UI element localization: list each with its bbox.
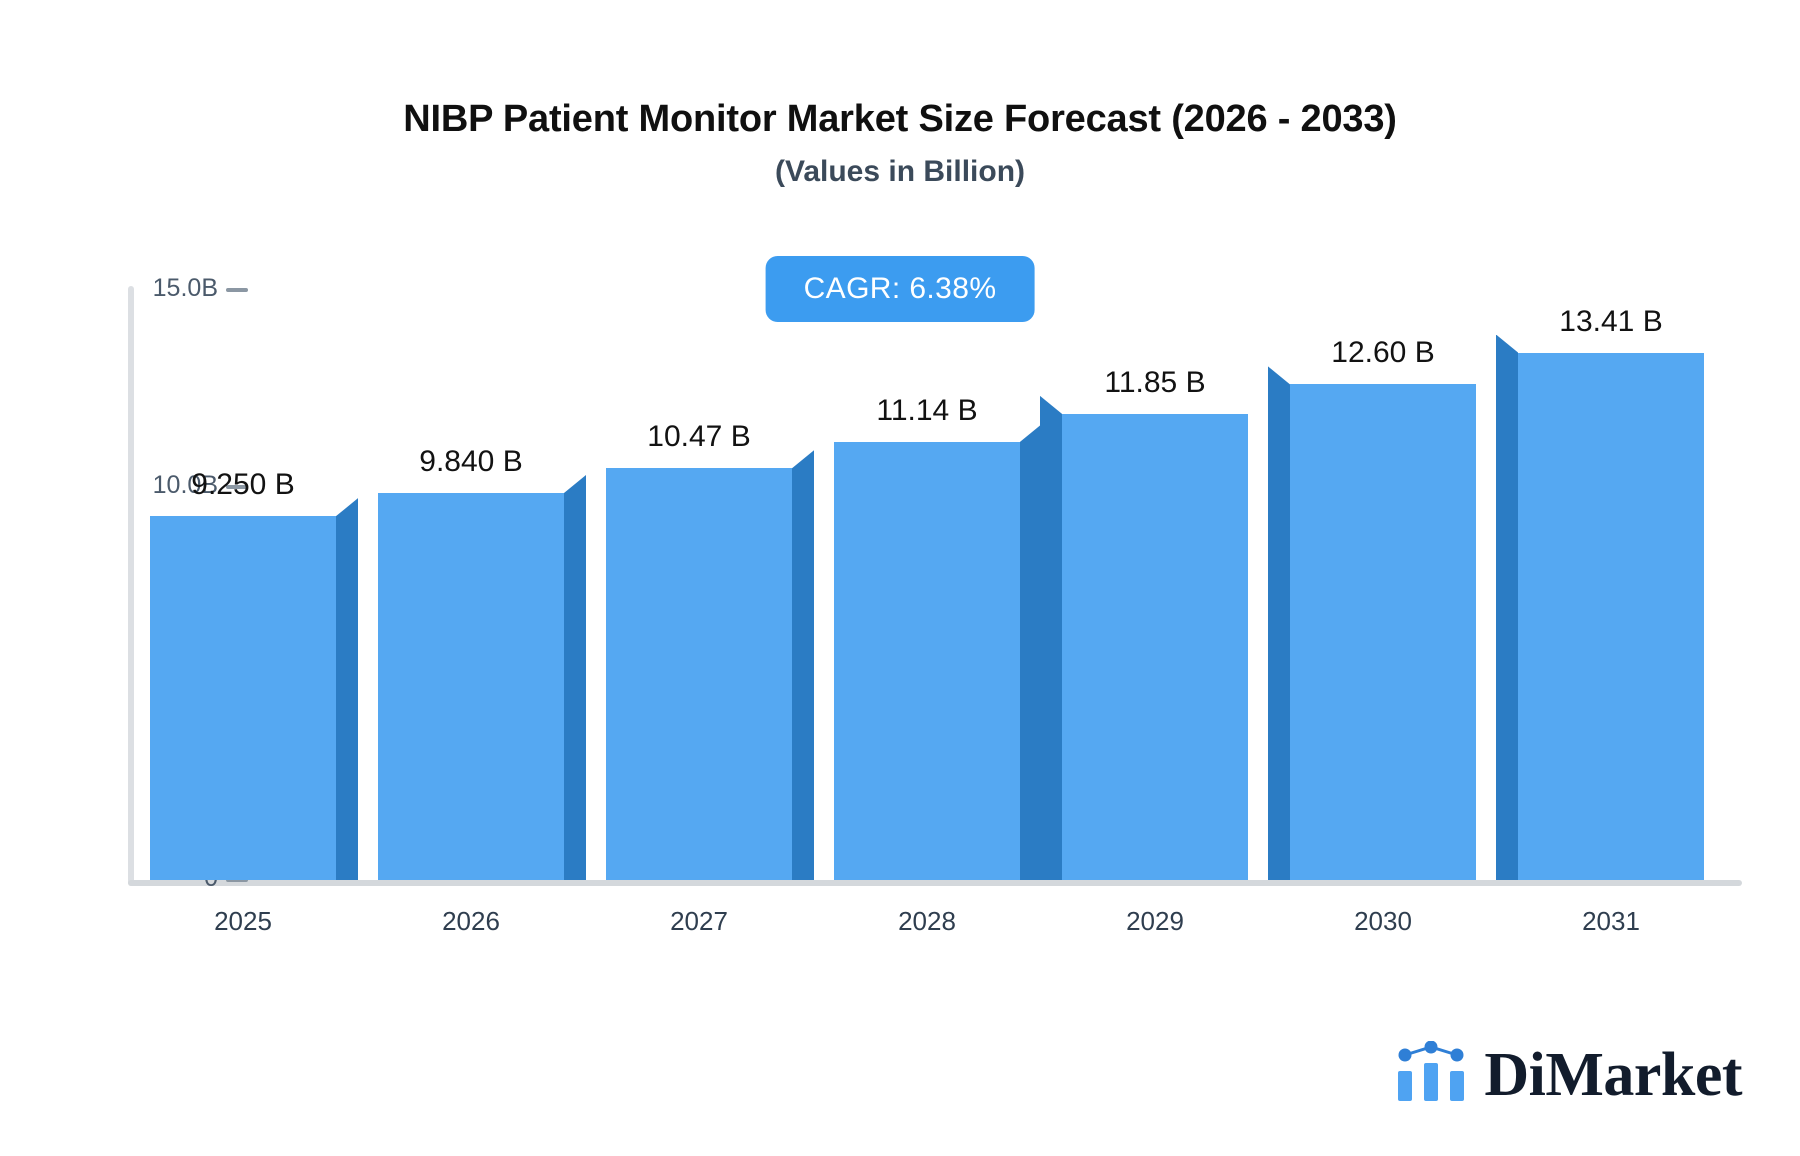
bar-2025[interactable]: 9.250 B: [150, 468, 358, 880]
bar-front-face: [1518, 352, 1704, 880]
x-tick-label: 2025: [214, 906, 272, 936]
y-tick-mark: [226, 878, 248, 882]
bar-2027[interactable]: 10.47 B: [606, 420, 814, 880]
bar-front-face: [378, 492, 564, 880]
y-tick-label: 10.0B: [152, 470, 218, 499]
chart-subtitle: (Values in Billion): [774, 154, 1026, 188]
bar-side-face: [1040, 395, 1062, 880]
brand-name: DiMarket: [1484, 1040, 1742, 1109]
bar-front-face: [834, 441, 1020, 880]
bar-side-face: [1496, 334, 1518, 880]
bars-layer: 9.250 B 9.840 B 10.47 B 11.14 B 11.85 B 12.60…: [128, 286, 1742, 886]
brand-logo: DiMarket: [1396, 1040, 1742, 1109]
x-tick-label: 2026: [442, 906, 500, 936]
bar-side-face: [792, 450, 814, 880]
bar-front-face: [606, 468, 792, 880]
bar-side-face: [1268, 366, 1290, 880]
bar-side-face: [1020, 423, 1042, 880]
bar-value-label: 13.41 B: [1559, 304, 1663, 338]
bar-2028[interactable]: 11.14 B: [834, 394, 1042, 880]
x-tick-label: 2031: [1582, 906, 1640, 936]
bar-2031[interactable]: 13.41 B: [1496, 305, 1704, 880]
bar-front-face: [150, 516, 336, 880]
bar-2030[interactable]: 12.60 B: [1268, 336, 1476, 880]
x-tick-label: 2027: [670, 906, 728, 936]
y-axis-line: [128, 286, 134, 886]
x-tick-label: 2028: [898, 906, 956, 936]
cagr-badge: CAGR: 6.38%: [765, 256, 1035, 322]
x-axis-line: [128, 880, 1742, 886]
bar-chart-dots-icon: [1396, 1040, 1470, 1108]
y-tick-label: 15.0B: [152, 274, 218, 302]
bar-side-face: [336, 498, 358, 880]
bar-value-label: 11.14 B: [876, 393, 978, 427]
x-tick-label: 2029: [1126, 906, 1184, 936]
bar-front-face: [1062, 413, 1248, 880]
bar-front-face: [1290, 384, 1476, 880]
bar-value-label: 10.47 B: [647, 420, 751, 454]
chart-title: NIBP Patient Monitor Market Size Forecas…: [403, 98, 1397, 140]
bar-2026[interactable]: 9.840 B: [378, 445, 586, 880]
y-tick-mark: [226, 484, 248, 489]
y-tick-mark: [226, 288, 248, 292]
bar-value-label: 9.840 B: [419, 444, 523, 478]
bar-value-label: 11.85 B: [1104, 365, 1206, 399]
bar-value-label: 12.60 B: [1331, 336, 1435, 370]
x-tick-label: 2030: [1354, 906, 1412, 936]
bar-2029[interactable]: 11.85 B: [1040, 366, 1248, 880]
bar-side-face: [564, 474, 586, 880]
bar-value-label: 9.250 B: [191, 468, 295, 502]
chart-header: NIBP Patient Monitor Market Size Forecas…: [0, 96, 1800, 190]
